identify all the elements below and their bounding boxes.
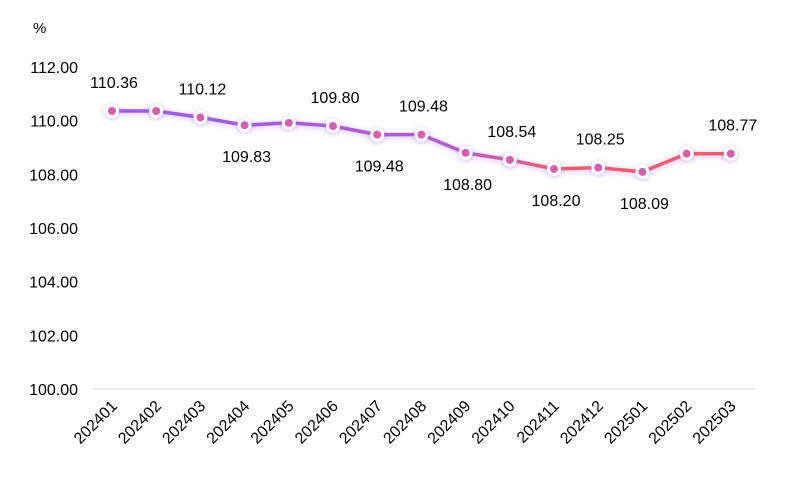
data-point bbox=[458, 145, 473, 160]
data-label: 110.36 bbox=[90, 75, 138, 92]
data-point bbox=[281, 115, 296, 130]
data-label: 109.80 bbox=[311, 90, 360, 107]
x-tick-label: 202412 bbox=[557, 398, 607, 448]
data-label: 109.83 bbox=[222, 149, 271, 166]
data-point bbox=[591, 160, 606, 175]
x-tick-label: 202406 bbox=[292, 398, 342, 448]
data-point bbox=[547, 161, 561, 176]
y-tick-label: 112.00 bbox=[30, 60, 78, 77]
data-point bbox=[414, 127, 429, 142]
x-tick-label: 202401 bbox=[71, 398, 121, 448]
x-tick-label: 202402 bbox=[115, 398, 165, 448]
x-tick-label: 202404 bbox=[204, 398, 254, 448]
data-label: 109.48 bbox=[399, 99, 448, 116]
data-point bbox=[326, 119, 340, 134]
y-tick-label: 102.00 bbox=[29, 328, 78, 345]
y-tick-label: 110.00 bbox=[30, 114, 78, 131]
x-tick-label: 202501 bbox=[601, 398, 651, 448]
data-label: 108.25 bbox=[576, 132, 625, 149]
data-label: 108.54 bbox=[487, 124, 536, 141]
x-tick-label: 202409 bbox=[425, 398, 475, 448]
data-label: 108.09 bbox=[620, 196, 669, 213]
data-label: 110.12 bbox=[179, 81, 227, 98]
x-tick-label: 202410 bbox=[469, 398, 519, 448]
data-label: 108.77 bbox=[708, 118, 757, 135]
x-tick-label: 202403 bbox=[159, 398, 209, 448]
data-point bbox=[723, 146, 738, 161]
data-point bbox=[502, 152, 517, 167]
x-tick-label: 202411 bbox=[514, 398, 563, 447]
x-tick-label: 202502 bbox=[646, 398, 696, 448]
data-point bbox=[105, 104, 119, 119]
x-tick-label: 202405 bbox=[248, 398, 298, 448]
x-tick-label: 202407 bbox=[336, 398, 386, 448]
y-tick-label: 104.00 bbox=[29, 275, 78, 292]
data-markers bbox=[105, 104, 738, 179]
y-tick-label: 108.00 bbox=[29, 167, 78, 184]
x-axis: 2024012024022024032024042024052024062024… bbox=[71, 398, 740, 448]
data-point bbox=[679, 146, 694, 161]
data-label: 109.48 bbox=[355, 159, 404, 176]
data-point bbox=[370, 127, 385, 142]
data-labels: 110.36 110.12 109.83 109.80 109.48 109.48 108.… bbox=[90, 75, 757, 213]
data-point bbox=[237, 118, 252, 133]
y-tick-label: 100.00 bbox=[29, 382, 78, 399]
data-point bbox=[635, 164, 650, 179]
data-point bbox=[149, 104, 164, 119]
data-label: 108.80 bbox=[443, 177, 492, 194]
x-tick-label: 202408 bbox=[380, 398, 430, 448]
y-unit-label: % bbox=[33, 20, 46, 37]
data-label: 108.20 bbox=[532, 193, 581, 210]
y-tick-label: 106.00 bbox=[29, 221, 78, 238]
data-point bbox=[193, 110, 208, 125]
y-axis: 100.00 102.00 104.00 106.00 108.00 110.00 112.… bbox=[29, 60, 78, 399]
x-tick-label: 202503 bbox=[690, 398, 740, 448]
